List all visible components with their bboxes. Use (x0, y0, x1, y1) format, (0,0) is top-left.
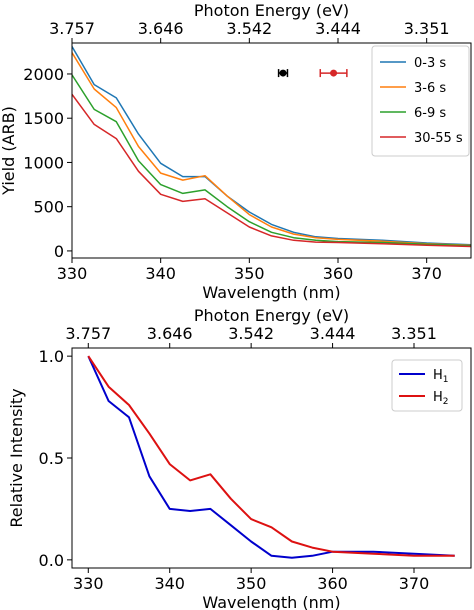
y-tick-label: 1.0 (39, 347, 64, 366)
series-line-4 (72, 93, 471, 248)
y-tick-label: 1500 (23, 109, 64, 128)
top-tick-label: 3.444 (315, 19, 361, 38)
x-tick-label: 340 (154, 574, 185, 593)
x-tick-label: 360 (317, 574, 348, 593)
legend-label: 3-6 s (414, 81, 446, 96)
series-line-3 (72, 74, 471, 247)
x-tick-label: 330 (73, 574, 104, 593)
plot-frame (71, 42, 472, 259)
x-tick-label: 370 (399, 574, 430, 593)
x-tick-label: 350 (234, 264, 265, 283)
y-tick-label: 500 (33, 198, 64, 217)
y-axis-label: Yield (ARB) (0, 106, 18, 196)
legend-box (391, 359, 463, 412)
legend-subscript: 1 (443, 375, 449, 385)
top-tick-label: 3.351 (391, 324, 437, 343)
y-tick-label: 2000 (23, 65, 64, 84)
legend-label: 30-55 s (414, 131, 463, 146)
x-tick-label: 340 (145, 264, 176, 283)
top-axis-label: Photon Energy (eV) (194, 306, 349, 325)
y-axis-label: Relative Intensity (7, 388, 26, 527)
series-line-2 (87, 355, 455, 557)
top-tick-label: 3.351 (404, 19, 450, 38)
y-tick-label: 1000 (23, 153, 64, 172)
y-tick-label: 0.5 (39, 449, 64, 468)
series-group (72, 46, 471, 248)
top-axis-label: Photon Energy (eV) (194, 1, 349, 20)
top-tick-label: 3.542 (226, 19, 272, 38)
chart-panel-2: 330 340 350 360 370 3.757 3.646 3.542 3.444 3.351… (7, 306, 472, 610)
top-tick-label: 3.646 (138, 19, 184, 38)
x-tick-label: 360 (323, 264, 354, 283)
top-tick-label: 3.444 (310, 324, 356, 343)
top-tick-label: 3.542 (228, 324, 274, 343)
marker-point-1 (279, 69, 287, 77)
x-tick-label: 350 (236, 574, 267, 593)
series-line-1 (72, 46, 471, 246)
top-tick-label: 3.646 (147, 324, 193, 343)
legend-box (371, 45, 470, 157)
legend-label: 6-9 s (414, 106, 446, 121)
y-tick-label: 0.0 (39, 551, 64, 570)
series-group (87, 355, 455, 559)
chart-panel-1: 330 340 350 360 370 3.757 3.646 3.542 3.444 3.351… (0, 1, 472, 302)
marker-point-2 (330, 69, 338, 77)
legend-subscript: 2 (443, 397, 449, 407)
top-tick-label: 3.757 (65, 324, 111, 343)
y-tick-label: 0 (54, 242, 64, 261)
legend-label: 0-3 s (414, 56, 446, 71)
x-axis-label: Wavelength (nm) (202, 283, 340, 302)
x-tick-label: 330 (57, 264, 88, 283)
series-line-2 (72, 52, 471, 246)
x-axis-label: Wavelength (nm) (202, 593, 340, 610)
top-tick-label: 3.757 (49, 19, 95, 38)
x-tick-label: 370 (411, 264, 442, 283)
